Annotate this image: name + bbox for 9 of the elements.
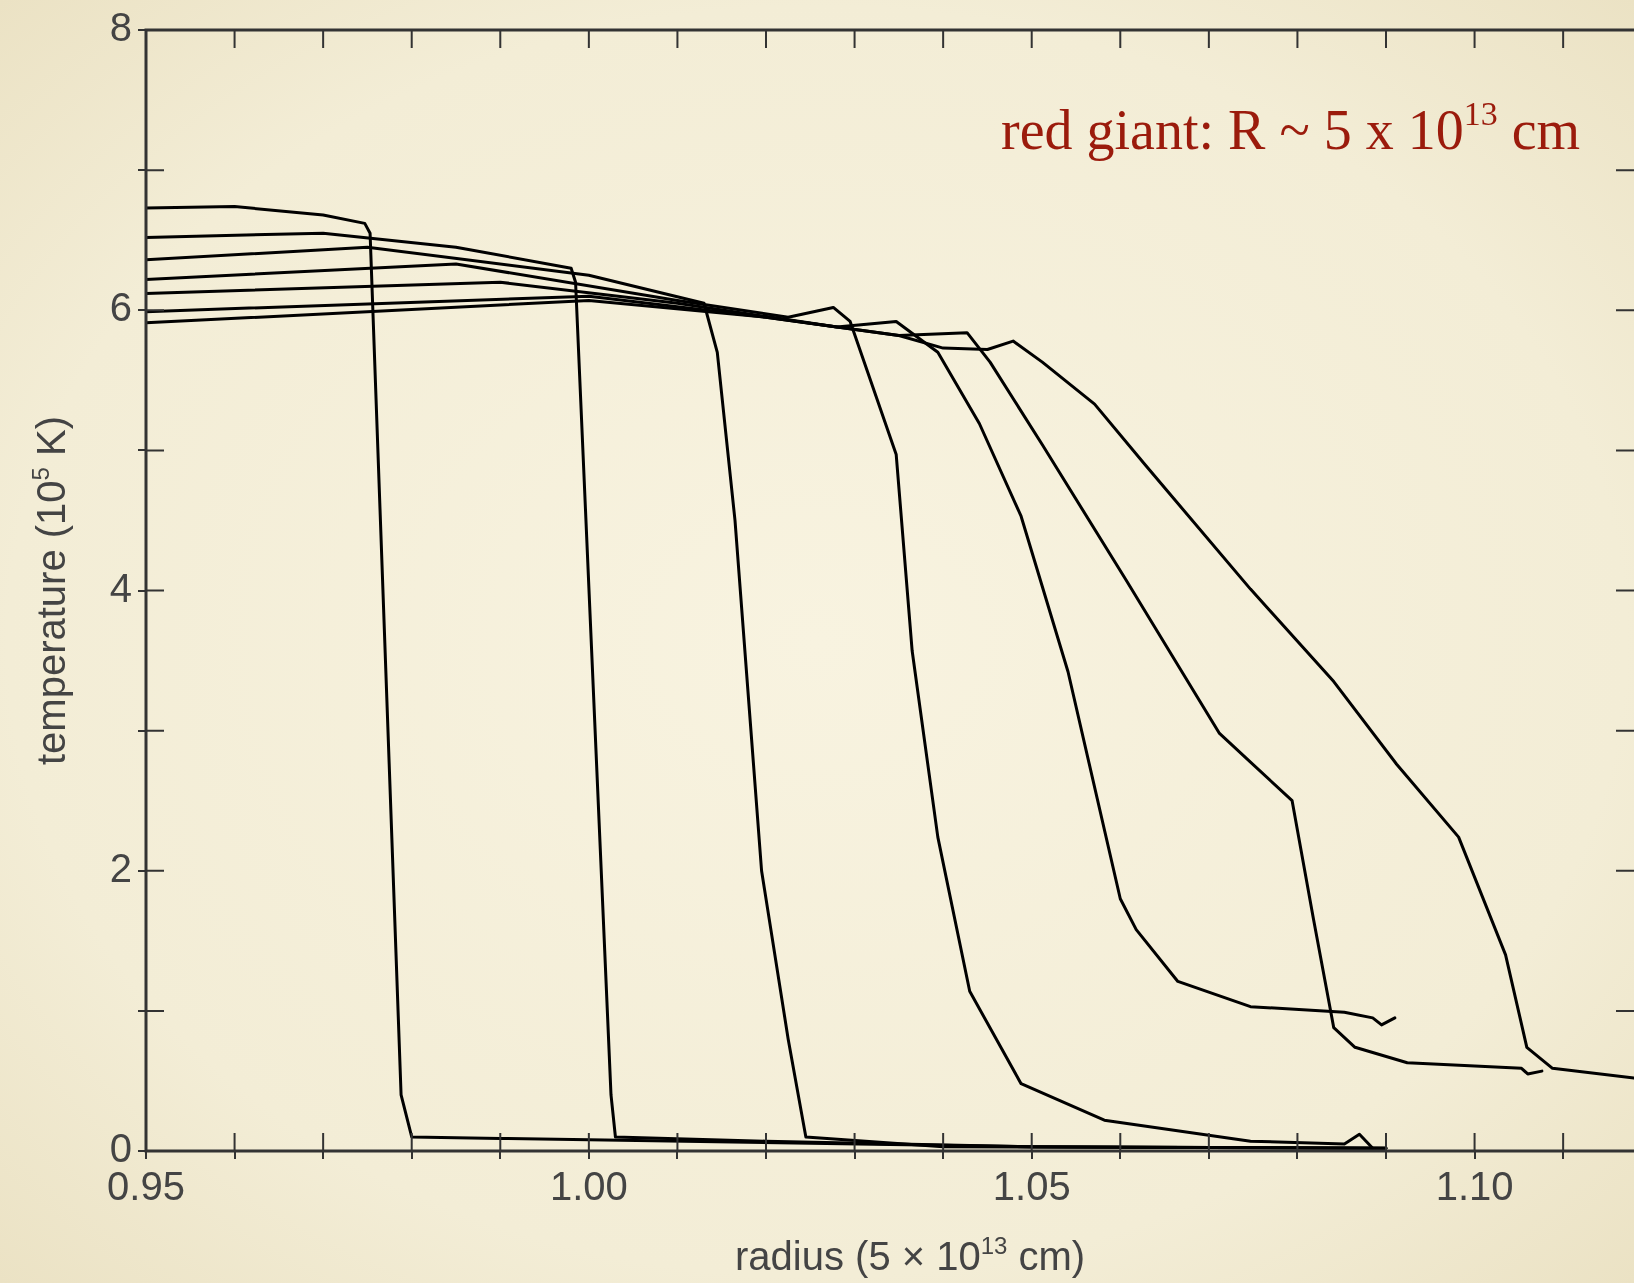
y-tick-label: 8 (109, 5, 132, 50)
annotation: red giant: R ~ 5 x 10$^{13}$ cm (1001, 95, 1581, 162)
x-axis-title: radius (5 × 10$^{13}$ cm) (735, 1232, 1086, 1279)
x-tick-label: 1.10 (1435, 1164, 1514, 1209)
x-tick-label: 1.00 (549, 1164, 628, 1209)
y-tick-label: 2 (109, 845, 132, 890)
y-tick-label: 6 (109, 285, 132, 330)
y-tick-label: 4 (109, 565, 132, 610)
x-tick-label: 1.05 (992, 1164, 1071, 1209)
